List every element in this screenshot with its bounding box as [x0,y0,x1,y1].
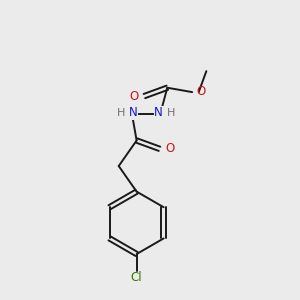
Text: O: O [165,142,174,155]
Text: Cl: Cl [131,271,142,284]
Text: O: O [196,85,205,98]
Text: H: H [116,108,125,118]
Text: O: O [130,90,139,103]
Text: N: N [154,106,163,119]
Text: N: N [129,106,138,119]
Text: H: H [167,108,176,118]
